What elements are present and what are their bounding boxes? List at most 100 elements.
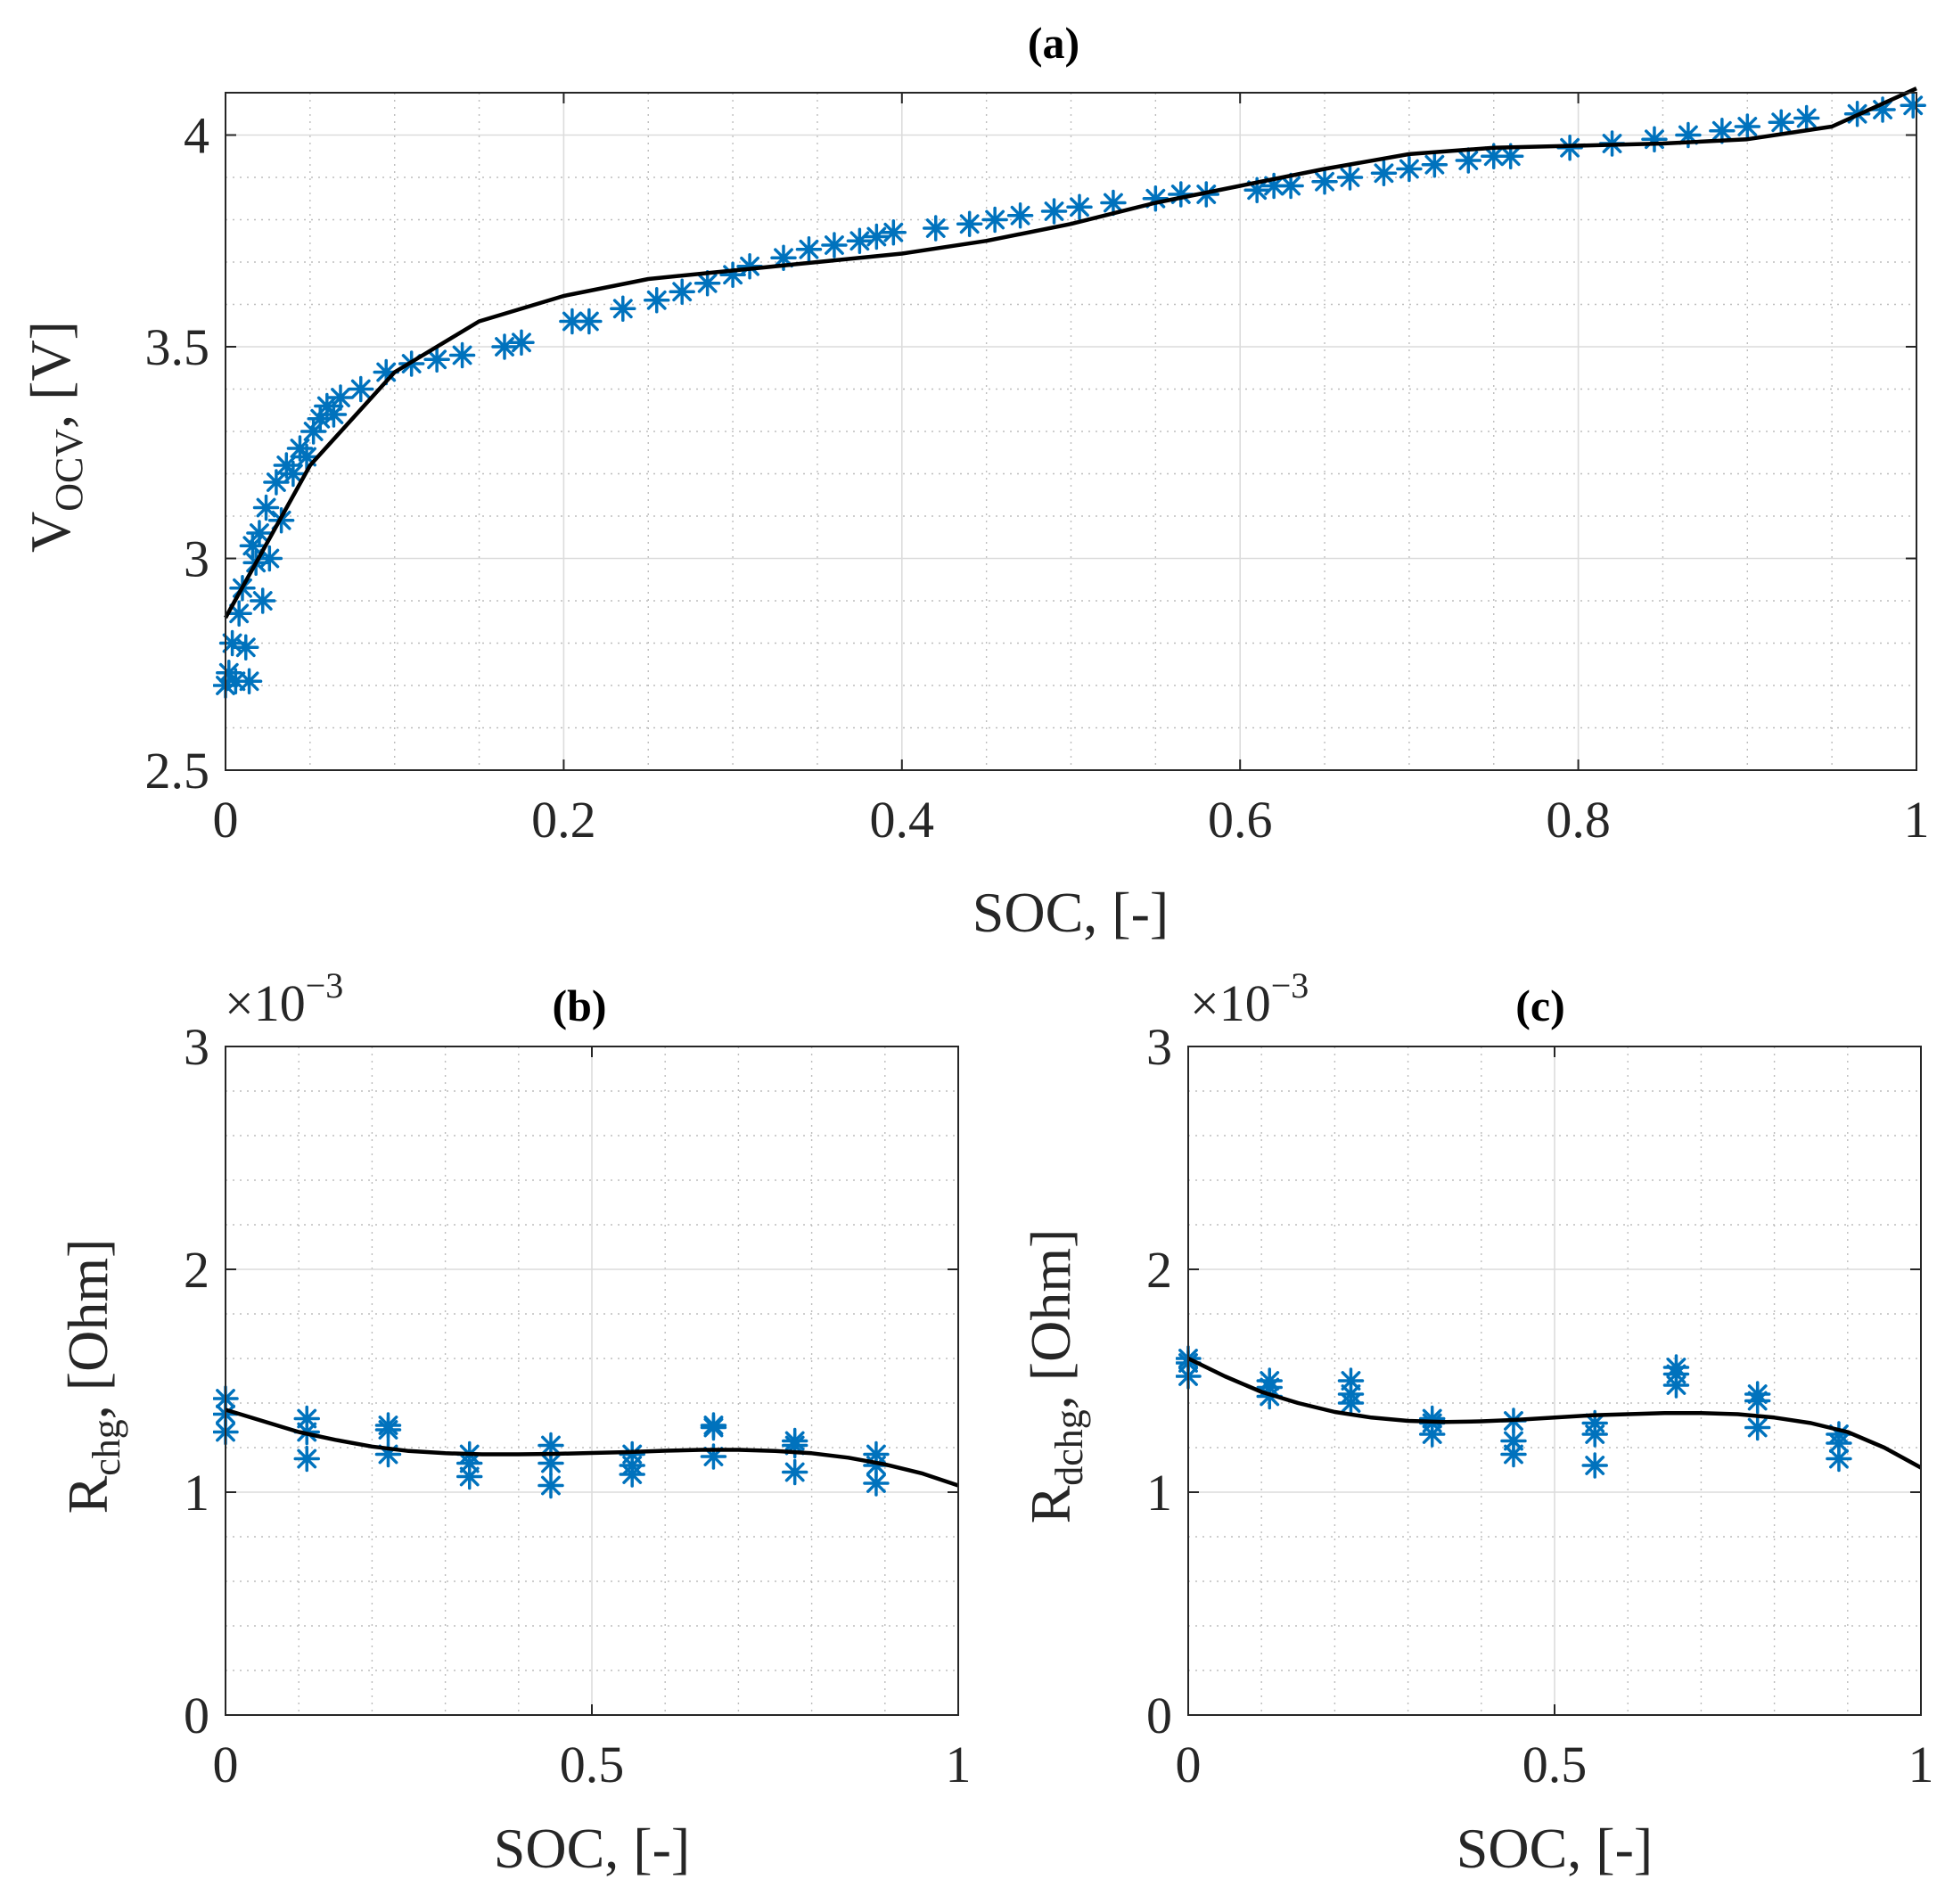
panel-b-ylabel: Rchg, [Ohm]	[56, 1239, 128, 1514]
panel-b-title: (b)	[552, 981, 606, 1030]
y-tick-label: 4	[184, 107, 209, 165]
data-marker	[1662, 1372, 1690, 1399]
data-marker	[1396, 155, 1423, 183]
data-marker	[252, 494, 280, 521]
fit-line	[1187, 1356, 1923, 1470]
y-tick-label: 2	[184, 1241, 209, 1299]
data-marker	[280, 460, 307, 488]
panel-c-exponent: ×10−3	[1190, 965, 1309, 1032]
panel-b-xlabel: SOC, [-]	[494, 1817, 690, 1880]
panel-a-ylabel-tail: , [V]	[19, 321, 82, 429]
y-tick-label: 3	[1146, 1018, 1172, 1076]
data-marker	[1581, 1452, 1608, 1479]
data-marker	[1500, 1440, 1527, 1468]
panel-b-ylabel-main: R	[56, 1475, 119, 1514]
data-marker	[1768, 109, 1794, 135]
panel-b-ticks: 0 0.5 1 0 1 2 3	[184, 1018, 972, 1793]
panel-c: 0 0.5 1 0 1 2 3 (c) ×10−3 SOC, [-] Rdchg, [Ohm…	[1019, 965, 1934, 1880]
data-marker	[736, 253, 763, 280]
data-marker	[863, 1470, 890, 1497]
x-tick-label: 0	[213, 1736, 239, 1793]
data-marker	[610, 295, 636, 322]
panel-b-ylabel-tail: , [Ohm]	[56, 1239, 119, 1420]
data-marker	[1826, 1430, 1852, 1457]
x-tick-label: 0.5	[1522, 1736, 1588, 1793]
panel-a-ylabel-sub: OCV	[47, 429, 91, 512]
y-tick-label: 3	[184, 1018, 209, 1076]
panel-a-plot-area	[213, 86, 1926, 699]
panel-c-ylabel-main: R	[1019, 1485, 1082, 1523]
x-tick-label: 0	[213, 791, 239, 849]
fit-line	[225, 1407, 959, 1488]
panel-b-exponent-power: −3	[306, 965, 344, 1005]
data-marker	[1336, 164, 1364, 191]
data-marker	[448, 341, 476, 369]
y-tick-label: 0	[1146, 1687, 1172, 1744]
panel-c-title: (c)	[1515, 981, 1565, 1030]
data-marker	[922, 215, 949, 242]
data-marker	[1066, 193, 1093, 220]
data-marker	[619, 1461, 645, 1488]
y-tick-label: 2.5	[145, 742, 210, 800]
panel-c-exponent-power: −3	[1271, 965, 1309, 1005]
data-marker	[846, 227, 874, 254]
panel-a-ylabel: VOCV, [V]	[19, 321, 91, 553]
panel-a: 0 0.2 0.4 0.6 0.8 1 2.5 3 3.5 4 (a) SOC, [-] VOCV…	[19, 18, 1930, 944]
data-marker	[538, 1472, 564, 1499]
data-marker	[1641, 126, 1668, 152]
x-tick-label: 1	[1904, 791, 1930, 849]
data-marker	[669, 278, 695, 305]
data-marker	[235, 668, 263, 694]
x-tick-label: 0.5	[560, 1736, 625, 1793]
panel-a-data	[213, 86, 1926, 699]
data-marker	[233, 634, 259, 661]
data-marker	[1793, 104, 1820, 132]
x-tick-label: 0.2	[531, 791, 596, 849]
panel-b-exponent-base: ×10	[225, 974, 306, 1032]
data-marker	[1744, 1387, 1771, 1415]
data-marker	[795, 236, 823, 263]
data-marker	[1418, 1421, 1446, 1448]
data-marker	[880, 219, 907, 246]
data-marker	[700, 1414, 727, 1441]
data-marker	[821, 232, 848, 259]
data-marker	[1277, 172, 1304, 200]
data-marker	[455, 1463, 483, 1490]
panel-c-xlabel: SOC, [-]	[1457, 1817, 1653, 1880]
data-marker	[576, 308, 603, 335]
x-tick-label: 0.6	[1208, 791, 1273, 849]
panel-c-exponent-base: ×10	[1190, 974, 1271, 1032]
data-marker	[249, 587, 276, 614]
data-marker	[956, 210, 983, 237]
data-marker	[327, 384, 354, 411]
data-marker	[1826, 1445, 1852, 1473]
data-marker	[1006, 202, 1034, 229]
data-marker	[1497, 143, 1524, 169]
data-marker	[374, 1416, 402, 1443]
data-marker	[491, 333, 518, 360]
panel-c-ylabel-tail: , [Ohm]	[1019, 1229, 1082, 1410]
data-marker	[226, 600, 252, 627]
panel-a-title: (a)	[1028, 18, 1079, 68]
data-marker	[1040, 198, 1068, 225]
data-marker	[1370, 160, 1398, 186]
data-marker	[1734, 113, 1761, 140]
panel-c-ticks: 0 0.5 1 0 1 2 3	[1146, 1018, 1934, 1793]
x-tick-label: 0.8	[1546, 791, 1611, 849]
x-tick-label: 0.4	[870, 791, 935, 849]
x-tick-label: 1	[1908, 1736, 1934, 1793]
y-tick-label: 3.5	[145, 318, 210, 376]
data-marker	[981, 206, 1008, 234]
panel-c-ylabel: Rdchg, [Ohm]	[1019, 1229, 1091, 1524]
fit-line	[224, 86, 1917, 620]
data-marker	[508, 329, 535, 356]
data-marker	[643, 287, 670, 314]
data-marker	[222, 668, 250, 694]
y-tick-label: 0	[184, 1687, 209, 1744]
data-marker	[693, 270, 721, 297]
data-marker	[293, 1445, 320, 1473]
panel-b-exponent: ×10−3	[225, 965, 343, 1032]
data-marker	[246, 520, 273, 546]
y-tick-label: 3	[184, 530, 209, 588]
panel-a-ylabel-main: V	[19, 512, 82, 553]
